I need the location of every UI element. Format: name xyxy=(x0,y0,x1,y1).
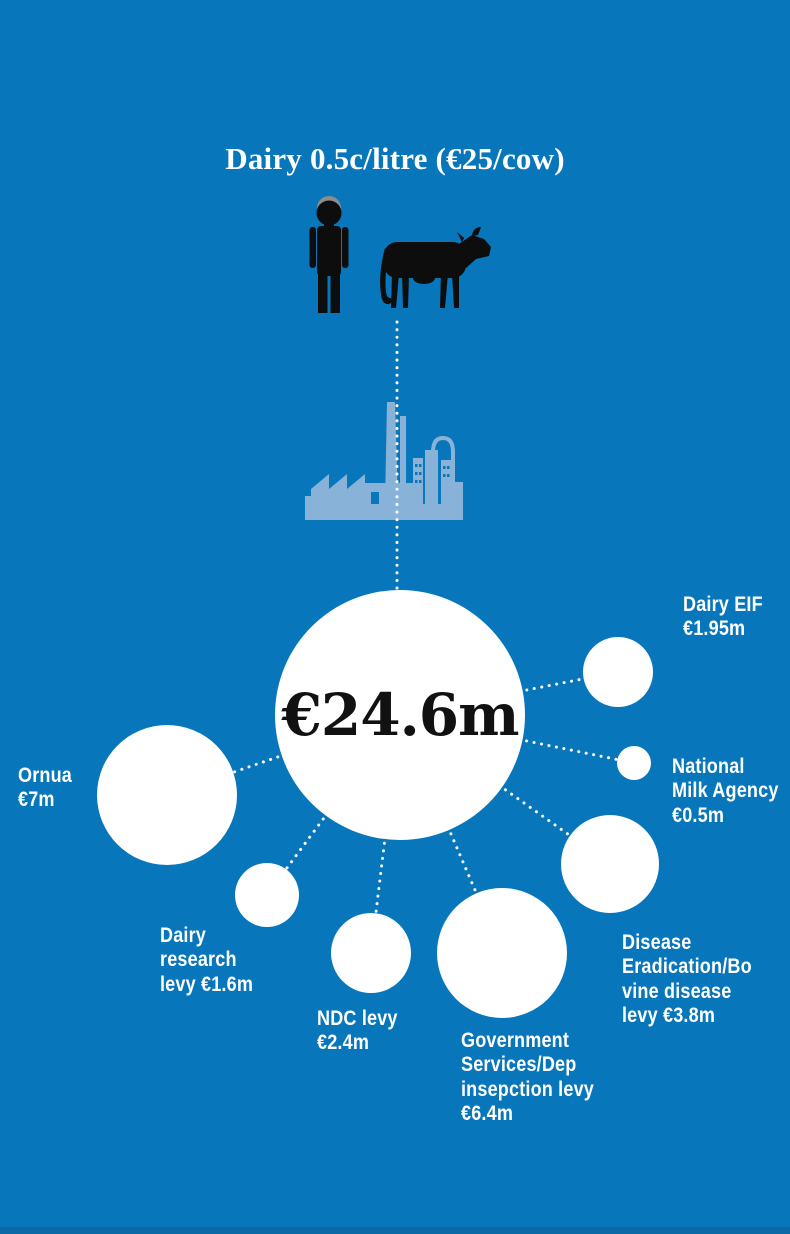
bottom-edge-bar xyxy=(0,1227,790,1234)
factory-icon xyxy=(305,402,463,520)
connector-national-milk-agency xyxy=(398,713,636,765)
page-title: Dairy 0.5c/litre (€25/cow) xyxy=(225,141,565,176)
bubble-ornua xyxy=(97,725,237,865)
bubble-government-services xyxy=(437,888,567,1018)
bubble-national-milk-agency xyxy=(617,746,651,780)
bubble-dairy-eif xyxy=(583,637,653,707)
bubble-disease-eradication xyxy=(561,815,659,913)
bubble-dairy-research xyxy=(235,863,299,927)
label-dairy-eif: Dairy EIF €1.95m xyxy=(683,592,763,641)
person-icon xyxy=(309,196,349,313)
label-dairy-research: Dairy research levy €1.6m xyxy=(160,923,254,996)
cow-icon xyxy=(380,227,491,308)
label-national-milk-agency: National Milk Agency €0.5m xyxy=(672,754,779,827)
label-ndc-levy: NDC levy €2.4m xyxy=(317,1006,398,1055)
connector-government-services xyxy=(398,713,504,955)
bubble-total: €24.6m xyxy=(275,590,525,840)
bubble-ndc-levy xyxy=(331,913,411,993)
label-government-services: Government Services/Dep insepction levy €6.… xyxy=(461,1028,595,1125)
label-disease-eradication: Disease Eradication/Bo vine disease levy €3… xyxy=(622,930,752,1027)
total-value: €24.6m xyxy=(281,681,520,749)
connector-disease-eradication xyxy=(398,713,612,866)
label-ornua: Ornua €7m xyxy=(18,763,73,812)
